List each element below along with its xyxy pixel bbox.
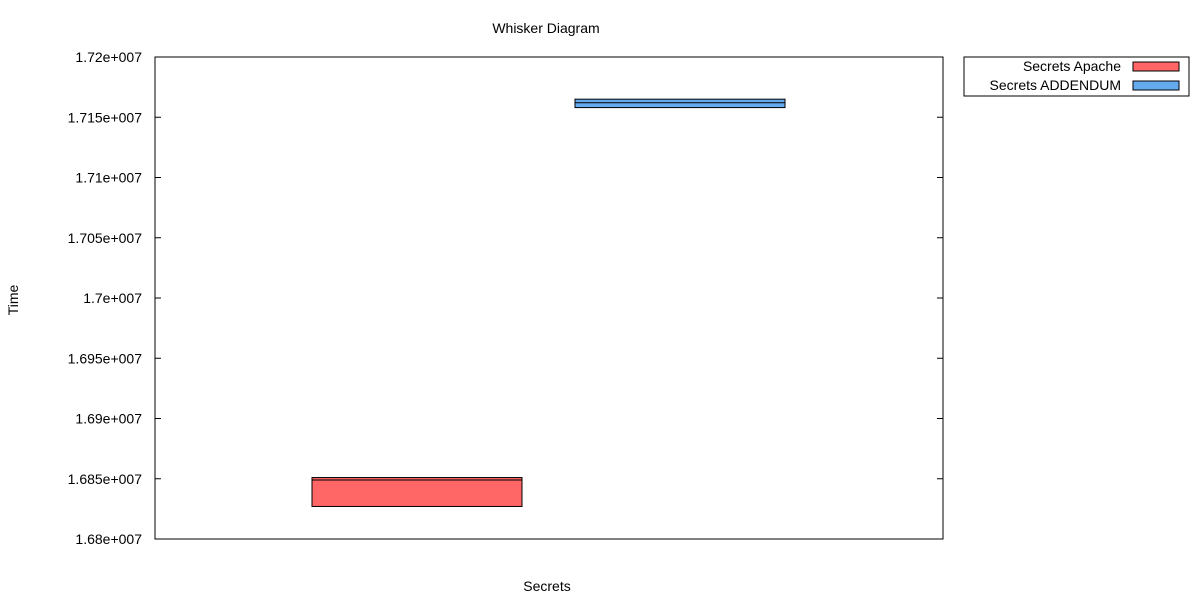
x-axis-label: Secrets xyxy=(523,578,570,594)
box-1 xyxy=(311,477,523,507)
legend: Secrets Apache Secrets ADDENDUM xyxy=(963,56,1190,97)
box-2 xyxy=(574,98,786,109)
box-body xyxy=(574,98,786,109)
box-body xyxy=(311,477,523,507)
y-tick-label: 1.715e+007 xyxy=(68,109,143,125)
y-tick-label: 1.72e+007 xyxy=(75,49,142,65)
boxes xyxy=(311,98,786,507)
y-axis: 1.68e+007 1.685e+007 1.69e+007 1.695e+007 1.… xyxy=(68,49,943,547)
y-tick-label: 1.71e+007 xyxy=(75,170,142,186)
y-tick-label: 1.705e+007 xyxy=(68,230,143,246)
y-tick-label: 1.68e+007 xyxy=(75,531,142,547)
legend-label: Secrets ADDENDUM xyxy=(990,77,1121,93)
y-axis-label: Time xyxy=(5,284,21,315)
y-tick-label: 1.7e+007 xyxy=(83,290,142,306)
legend-label: Secrets Apache xyxy=(1023,58,1121,74)
y-tick-label: 1.69e+007 xyxy=(75,411,142,427)
y-tick-label: 1.695e+007 xyxy=(68,350,143,366)
y-tick-label: 1.685e+007 xyxy=(68,471,143,487)
legend-swatch xyxy=(1132,80,1180,91)
legend-swatch xyxy=(1132,61,1180,72)
chart-title: Whisker Diagram xyxy=(492,20,599,36)
plot-frame xyxy=(154,56,944,540)
